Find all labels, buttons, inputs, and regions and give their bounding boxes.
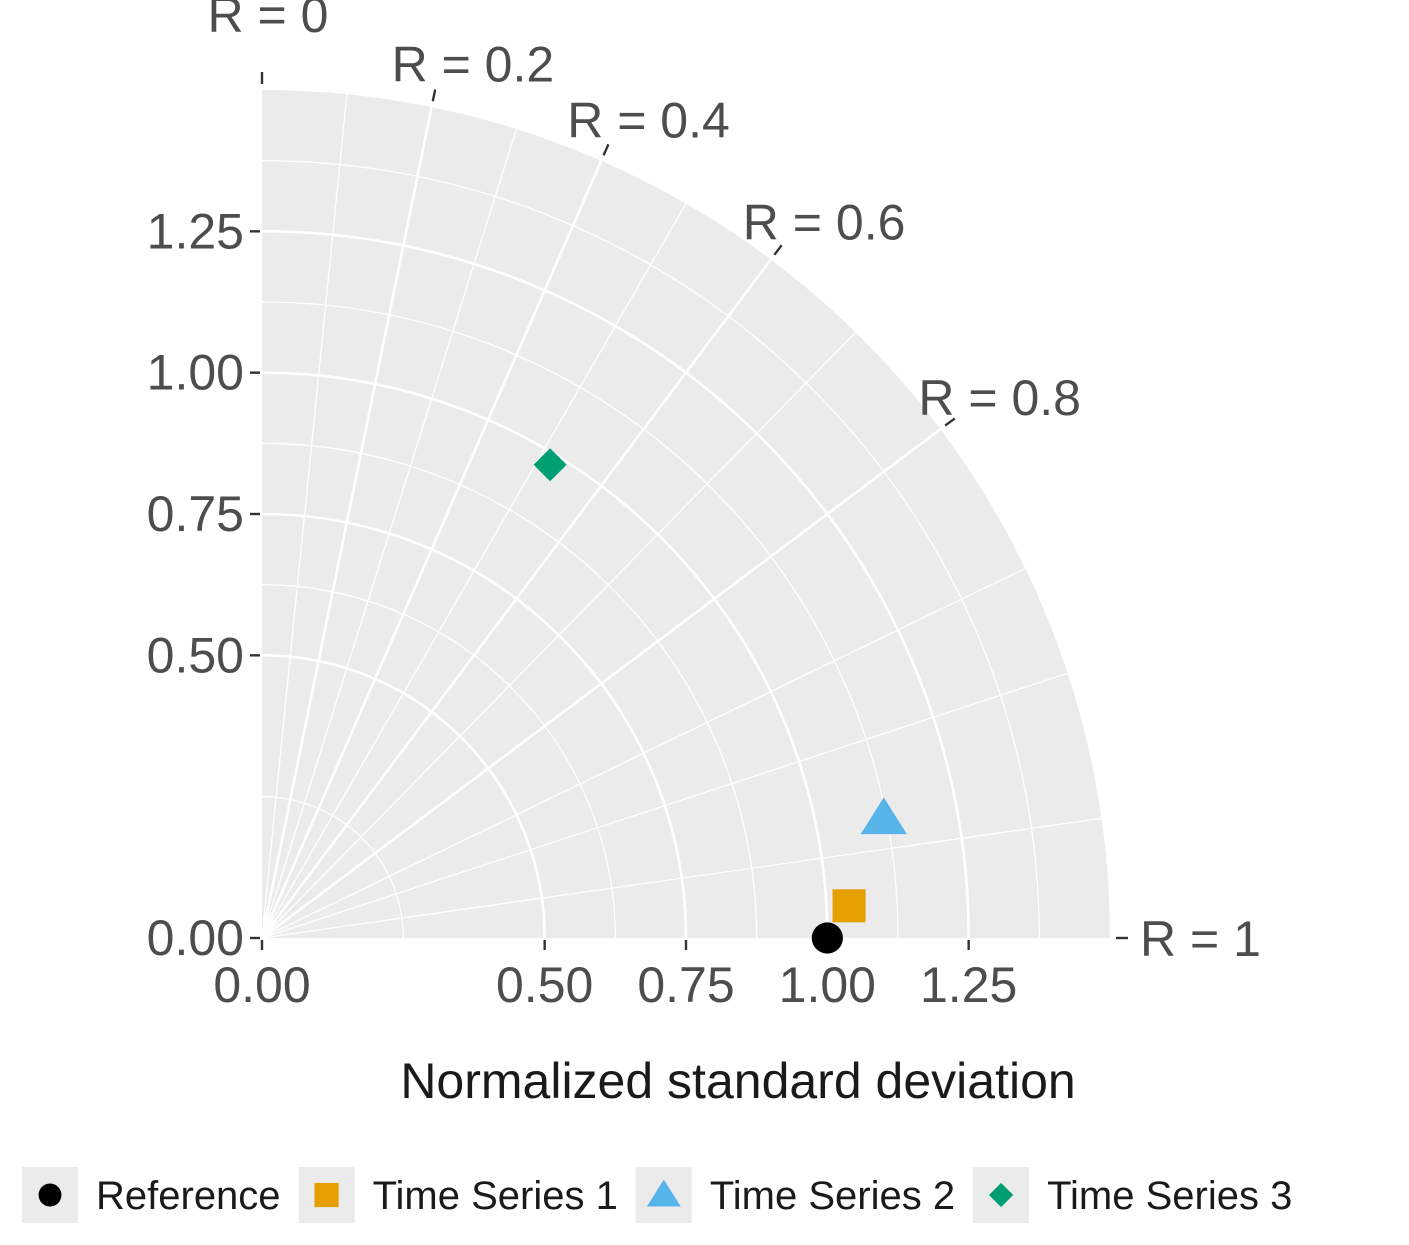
correlation-gridline [260,160,603,939]
point-reference [811,922,843,954]
correlation-gridline [261,128,518,939]
x-tick-label: 1.25 [920,957,1017,1013]
legend-item-time-series-3: Time Series 3 [973,1167,1292,1223]
correlation-gridline [261,672,1068,939]
point-time-series-2 [860,797,907,835]
legend-item-reference: Reference [22,1167,281,1223]
y-tick-label: 0.75 [147,486,244,542]
sd-arc [261,512,688,939]
y-tick-label: 0.00 [147,910,244,966]
legend-label: Reference [96,1174,281,1218]
x-tick-label: 0.50 [496,957,593,1013]
sd-minor-arc [261,160,1040,939]
legend-label: Time Series 1 [373,1174,618,1218]
correlation-label: R = 1 [1140,911,1261,967]
y-tick-label: 0.50 [147,627,244,683]
data-points [533,448,907,954]
sd-arc [261,371,829,939]
x-axis-title: Normalized standard deviation [400,1053,1075,1109]
correlation-gridline [261,331,857,939]
plot-background [262,90,1110,938]
grid-lines [260,94,1102,940]
correlation-gridline [261,94,348,939]
correlation-label: R = 0.6 [743,195,906,251]
correlation-tick [944,417,956,427]
correlation-gridline [261,203,687,939]
correlation-tick [773,244,783,256]
axes: R = 0 R = 0.2R = 0.4R = 0.6 R = 0.8 R = 1 0.… [147,0,1261,1013]
legend-label: Time Series 2 [710,1174,955,1218]
legend-item-time-series-1: Time Series 1 [298,1167,618,1223]
point-time-series-3 [533,448,567,482]
y-tick-label: 1.00 [147,345,244,401]
correlation-tick [602,143,610,156]
correlation-label: R = 0.2 [392,37,555,93]
legend-marker-time-series-2 [646,1179,681,1207]
sd-arc [261,230,970,939]
sd-minor-arc [261,584,616,939]
sd-arc [261,654,546,939]
correlation-gridline [261,567,1026,939]
x-tick-label: 1.00 [779,957,876,1013]
correlation-gridline [261,817,1102,939]
sd-minor-arc [261,796,404,939]
sd-minor-arc [261,442,758,939]
legend-marker-time-series-1 [314,1182,339,1208]
correlation-gridline [260,106,433,939]
legend-label: Time Series 3 [1047,1174,1292,1218]
plot-panel [262,90,1110,938]
correlation-label: R = 0.8 [918,370,1081,426]
correlation-gridline [260,258,772,939]
correlation-tick [431,89,437,102]
legend-marker-time-series-3 [988,1182,1014,1208]
y-tick-label: 1.25 [147,203,244,259]
legend-marker-reference [38,1183,62,1207]
correlation-gridline [261,428,942,940]
x-tick-label: 0.75 [637,957,734,1013]
legend: Reference Time Series 1 Time Series 2 Time … [22,1167,1292,1223]
point-time-series-1 [832,889,866,923]
legend-item-time-series-2: Time Series 2 [635,1167,955,1223]
x-tick-label: 0.00 [213,957,310,1013]
correlation-label: R = 0.4 [567,92,730,148]
correlation-label: R = 0 [208,0,329,43]
sd-minor-arc [261,301,899,939]
